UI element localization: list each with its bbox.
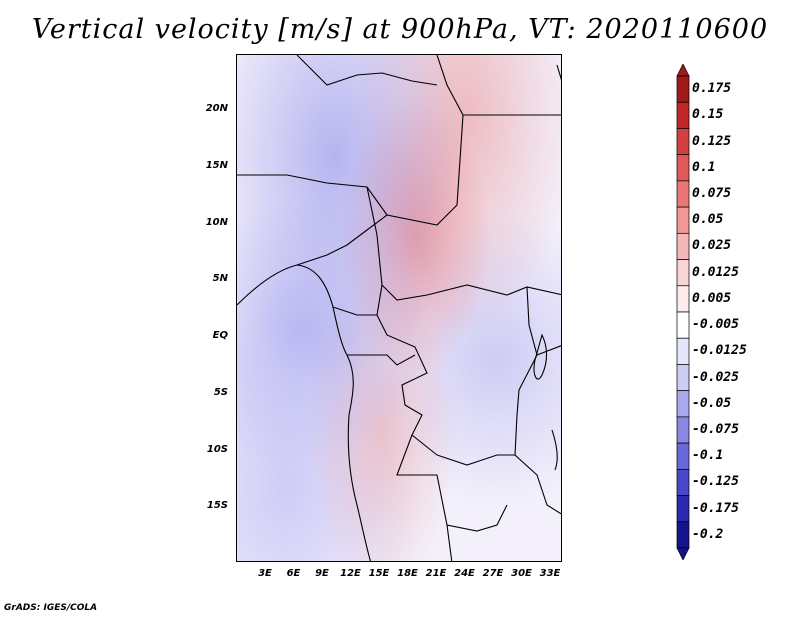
colorbar-segment <box>676 311 690 339</box>
colorbar-segment <box>676 521 690 549</box>
lon-tick-label: 30E <box>511 568 532 579</box>
colorbar-label: 0.025 <box>692 238 732 254</box>
lat-tick-label: 10S <box>206 443 228 455</box>
colorbar-segment <box>676 390 690 418</box>
lat-tick-label: 10N <box>205 216 228 228</box>
colorbar-segment <box>676 259 690 287</box>
colorbar-segment <box>676 364 690 392</box>
lon-tick-label: 6E <box>286 568 301 579</box>
colorbar-segment <box>676 101 690 129</box>
colorbar <box>676 64 690 560</box>
colorbar-segment <box>676 232 690 260</box>
colorbar-label: 0.0125 <box>692 264 739 280</box>
lat-tick-label: 15N <box>205 159 228 171</box>
lon-tick-label: 3E <box>258 568 272 579</box>
colorbar-segment <box>676 180 690 208</box>
map-plot-area <box>236 54 562 562</box>
colorbar-segment <box>676 442 690 470</box>
colorbar-label: 0.1 <box>692 159 716 175</box>
colorbar-label: -0.2 <box>692 526 724 542</box>
colorbar-segment <box>676 154 690 182</box>
lat-tick-label: 20N <box>205 103 228 114</box>
colorbar-segment <box>676 206 690 234</box>
lon-tick-label: 9E <box>315 568 329 579</box>
colorbar-label: -0.125 <box>692 474 739 490</box>
country-borders <box>237 55 561 561</box>
colorbar-label: -0.025 <box>692 369 739 385</box>
lat-tick-label: 5S <box>213 386 228 398</box>
lat-tick-label: 5N <box>212 273 228 285</box>
colorbar-top-arrow <box>676 64 690 77</box>
colorbar-segment <box>676 337 690 365</box>
colorbar-segment <box>676 128 690 156</box>
colorbar-label: -0.005 <box>692 317 739 333</box>
lon-tick-label: 15E <box>368 568 390 579</box>
colorbar-label: 0.05 <box>692 212 724 228</box>
colorbar-label: -0.05 <box>692 395 732 411</box>
lon-tick-label: 24E <box>454 568 475 579</box>
colorbar-bottom-arrow <box>676 547 690 560</box>
colorbar-label: -0.175 <box>692 500 739 516</box>
colorbar-label: -0.0125 <box>692 343 747 359</box>
colorbar-segment <box>676 495 690 523</box>
colorbar-label: -0.1 <box>692 448 724 464</box>
colorbar-label: 0.125 <box>692 133 732 149</box>
colorbar-label: 0.15 <box>692 107 724 123</box>
colorbar-segment <box>676 468 690 496</box>
colorbar-label: 0.175 <box>692 81 732 97</box>
lon-tick-label: 27E <box>482 568 504 579</box>
lon-tick-label: 33E <box>539 568 561 579</box>
lon-tick-label: 12E <box>340 568 361 579</box>
credit-label: GrADS: IGES/COLA <box>4 603 98 613</box>
lon-tick-label: 21E <box>425 568 447 579</box>
colorbar-label: 0.005 <box>692 290 732 306</box>
lon-tick-label: 18E <box>397 568 418 579</box>
colorbar-label: 0.075 <box>692 186 732 201</box>
colorbar-segment <box>676 285 690 313</box>
colorbar-segment <box>676 75 690 103</box>
colorbar-segment <box>676 416 690 444</box>
lat-tick-label: EQ <box>212 330 228 341</box>
colorbar-label: -0.075 <box>692 422 739 437</box>
chart-title: Vertical velocity [m/s] at 900hPa, VT: 2… <box>31 14 769 45</box>
lat-tick-label: 15S <box>206 500 228 512</box>
